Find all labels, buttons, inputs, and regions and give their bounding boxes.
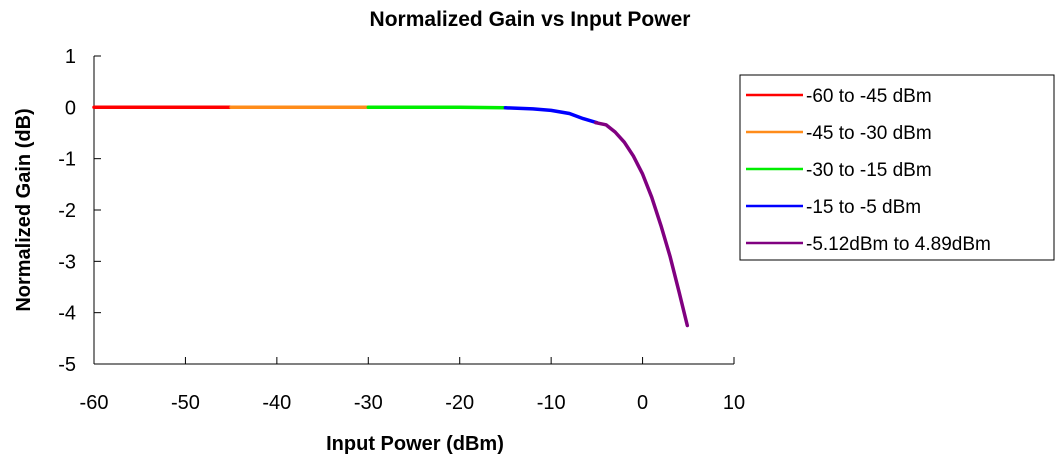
y-tick-label: -3	[58, 251, 76, 273]
series-line-3	[366, 105, 508, 110]
x-axis-label: Input Power (dBm)	[326, 433, 504, 455]
y-ticks: 1 0 -1 -2 -3 -4 -5	[58, 46, 101, 376]
y-tick-label: -2	[58, 200, 76, 222]
x-tick-label: -40	[262, 392, 291, 414]
x-ticks: -60 -50 -40 -30 -20 -10 0 10	[80, 357, 745, 414]
x-tick-label: -10	[537, 392, 566, 414]
x-tick-label: 0	[637, 392, 648, 414]
legend-label-4: -15 to -5 dBm	[806, 197, 921, 218]
y-tick-label: -1	[58, 149, 76, 171]
x-tick-label: 10	[723, 392, 745, 414]
x-tick-label: -60	[80, 392, 109, 414]
x-tick-label: -30	[354, 392, 383, 414]
legend: -60 to -45 dBm -45 to -30 dBm -30 to -15 d…	[739, 74, 1055, 261]
series-line-4	[503, 106, 599, 125]
x-tick-label: -50	[171, 392, 200, 414]
legend-label-5: -5.12dBm to 4.89dBm	[806, 234, 991, 255]
y-tick-label: 0	[65, 97, 76, 119]
x-tick-label: -20	[445, 392, 474, 414]
y-axis-label: Normalized Gain (dB)	[13, 108, 35, 311]
legend-box	[739, 74, 1055, 261]
axes	[93, 56, 734, 365]
series-lines	[92, 105, 690, 328]
chart-title: Normalized Gain vs Input Power	[370, 8, 691, 31]
y-tick-label: -5	[58, 354, 76, 376]
y-tick-label: -4	[58, 303, 76, 325]
y-tick-label: 1	[65, 46, 76, 68]
legend-label-2: -45 to -30 dBm	[806, 123, 932, 144]
legend-label-1: -60 to -45 dBm	[806, 86, 932, 107]
legend-label-3: -30 to -15 dBm	[806, 160, 932, 181]
series-line-5	[594, 120, 690, 328]
